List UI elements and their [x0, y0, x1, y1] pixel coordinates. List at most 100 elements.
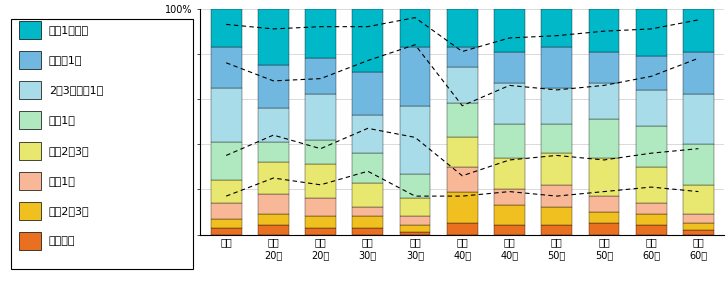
Bar [211, 219, 242, 228]
Bar [211, 88, 242, 142]
Bar [447, 104, 478, 137]
Bar [258, 194, 289, 214]
Bar [305, 164, 336, 198]
Bar [19, 111, 41, 129]
Bar [211, 47, 242, 88]
Bar [636, 203, 667, 214]
Text: 半年に1回: 半年に1回 [49, 55, 82, 65]
Bar [352, 72, 383, 115]
Bar [352, 115, 383, 153]
Bar [305, 140, 336, 164]
Bar [352, 182, 383, 207]
Bar [400, 174, 430, 198]
Bar [400, 232, 430, 235]
Bar [589, 223, 620, 235]
Bar [352, 207, 383, 217]
Bar [683, 9, 713, 51]
Bar [494, 83, 525, 124]
Bar [258, 142, 289, 162]
Bar [400, 9, 430, 47]
Bar [447, 167, 478, 192]
Bar [542, 9, 572, 47]
Bar [258, 225, 289, 235]
Bar [542, 225, 572, 235]
Bar [352, 9, 383, 72]
Text: 週に1回: 週に1回 [49, 176, 76, 186]
Bar [305, 198, 336, 217]
Bar [542, 47, 572, 88]
Bar [589, 9, 620, 51]
Bar [352, 217, 383, 228]
Bar [542, 88, 572, 124]
Bar [211, 228, 242, 235]
Bar [494, 205, 525, 225]
Bar [447, 67, 478, 104]
Text: ほぼ毎日: ほぼ毎日 [49, 236, 76, 246]
Bar [683, 223, 713, 230]
Bar [19, 142, 41, 160]
Bar [400, 198, 430, 217]
Bar [305, 58, 336, 94]
Text: 年に1回以下: 年に1回以下 [49, 25, 89, 35]
Bar [636, 126, 667, 167]
Bar [494, 158, 525, 189]
Bar [258, 108, 289, 142]
Bar [305, 94, 336, 140]
Bar [636, 214, 667, 225]
Text: 週に2～3回: 週に2～3回 [49, 206, 90, 216]
Bar [683, 230, 713, 235]
Bar [683, 214, 713, 223]
Bar [636, 56, 667, 90]
Text: 月に1回: 月に1回 [49, 115, 76, 125]
Bar [542, 185, 572, 207]
Bar [494, 225, 525, 235]
Bar [683, 185, 713, 214]
Bar [258, 214, 289, 225]
Bar [589, 51, 620, 83]
Bar [589, 83, 620, 119]
Bar [258, 65, 289, 108]
Bar [542, 124, 572, 153]
Bar [447, 47, 478, 67]
Bar [400, 217, 430, 225]
Bar [19, 51, 41, 69]
Bar [19, 172, 41, 190]
Bar [211, 142, 242, 180]
Bar [636, 90, 667, 126]
Bar [258, 162, 289, 194]
Bar [683, 94, 713, 144]
Bar [683, 51, 713, 94]
Bar [494, 189, 525, 205]
Bar [589, 196, 620, 212]
Bar [19, 202, 41, 220]
Bar [352, 228, 383, 235]
Text: 2～3カ月に1回: 2～3カ月に1回 [49, 85, 103, 95]
Bar [636, 9, 667, 56]
Bar [447, 223, 478, 235]
Text: 月に2～3回: 月に2～3回 [49, 146, 90, 156]
Bar [211, 180, 242, 203]
Bar [636, 225, 667, 235]
Bar [447, 137, 478, 167]
Bar [352, 153, 383, 182]
Bar [636, 167, 667, 203]
Bar [258, 9, 289, 65]
Bar [305, 9, 336, 58]
Bar [211, 203, 242, 219]
Bar [542, 207, 572, 225]
Bar [19, 81, 41, 99]
Bar [494, 51, 525, 83]
Bar [400, 47, 430, 106]
Bar [589, 158, 620, 196]
Bar [589, 119, 620, 158]
Bar [542, 153, 572, 185]
Bar [447, 192, 478, 223]
Bar [19, 21, 41, 39]
Bar [589, 212, 620, 223]
Bar [400, 106, 430, 174]
Bar [19, 232, 41, 250]
Bar [494, 9, 525, 51]
Bar [400, 225, 430, 232]
Bar [305, 228, 336, 235]
Bar [447, 9, 478, 47]
